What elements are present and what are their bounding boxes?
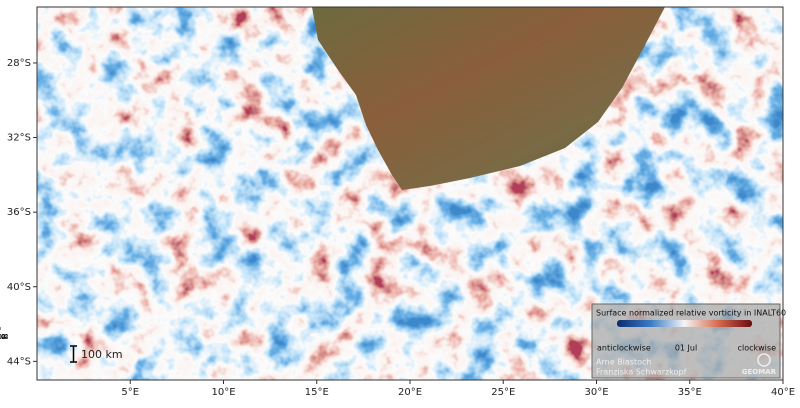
legend-title: Surface normalized relative vorticity in… <box>596 309 786 318</box>
y-tick-label: 44°S <box>7 356 31 367</box>
scale-bar-label: 100 km <box>81 348 123 361</box>
scale-bar-mark <box>70 345 77 363</box>
colorbar-tick-label: 0.2 <box>0 333 6 341</box>
y-tick-label: 32°S <box>7 133 31 144</box>
legend-box <box>591 303 781 379</box>
x-tick-label: 25°E <box>491 387 515 398</box>
map-area <box>37 7 783 380</box>
colorbar <box>617 320 752 327</box>
credit: Arne Biastoch <box>596 358 651 367</box>
x-tick-label: 20°E <box>398 387 422 398</box>
legend-left-label: anticlockwise <box>597 344 651 353</box>
legend-right-label: clockwise <box>738 344 776 353</box>
legend: Surface normalized relative vorticity in… <box>0 303 786 379</box>
colorbar-ticks: −0.4−0.20.00.20.4 <box>0 327 9 341</box>
y-tick-label: 36°S <box>7 207 31 218</box>
x-tick-label: 35°E <box>678 387 702 398</box>
logo-icon <box>757 353 771 367</box>
x-tick-label: 30°E <box>584 387 608 398</box>
scale-bar: 100 km <box>70 345 123 363</box>
logo: GEOMAR <box>742 368 777 376</box>
colorbar-tick-label: −0.4 <box>0 333 9 341</box>
axes: 5°E 10°E 15°E 20°E 25°E 30°E 35°E 40°E 28°S 32°S 3… <box>7 58 795 398</box>
colorbar-tick-label: 0.0 <box>0 333 6 341</box>
x-tick-label: 40°E <box>771 387 795 398</box>
y-tick-label: 40°S <box>7 282 31 293</box>
x-tick-label: 5°E <box>121 387 139 398</box>
colorbar-tick-label: 0.4 <box>0 333 6 341</box>
africa-land <box>312 7 665 190</box>
colorbar-tick-label: −0.2 <box>0 333 9 341</box>
credit: Franziska Schwarzkopf <box>596 368 687 377</box>
y-tick-label: 28°S <box>7 58 31 69</box>
x-tick-label: 10°E <box>211 387 235 398</box>
x-tick-label: 15°E <box>305 387 329 398</box>
legend-date: 01 Jul <box>675 344 697 353</box>
